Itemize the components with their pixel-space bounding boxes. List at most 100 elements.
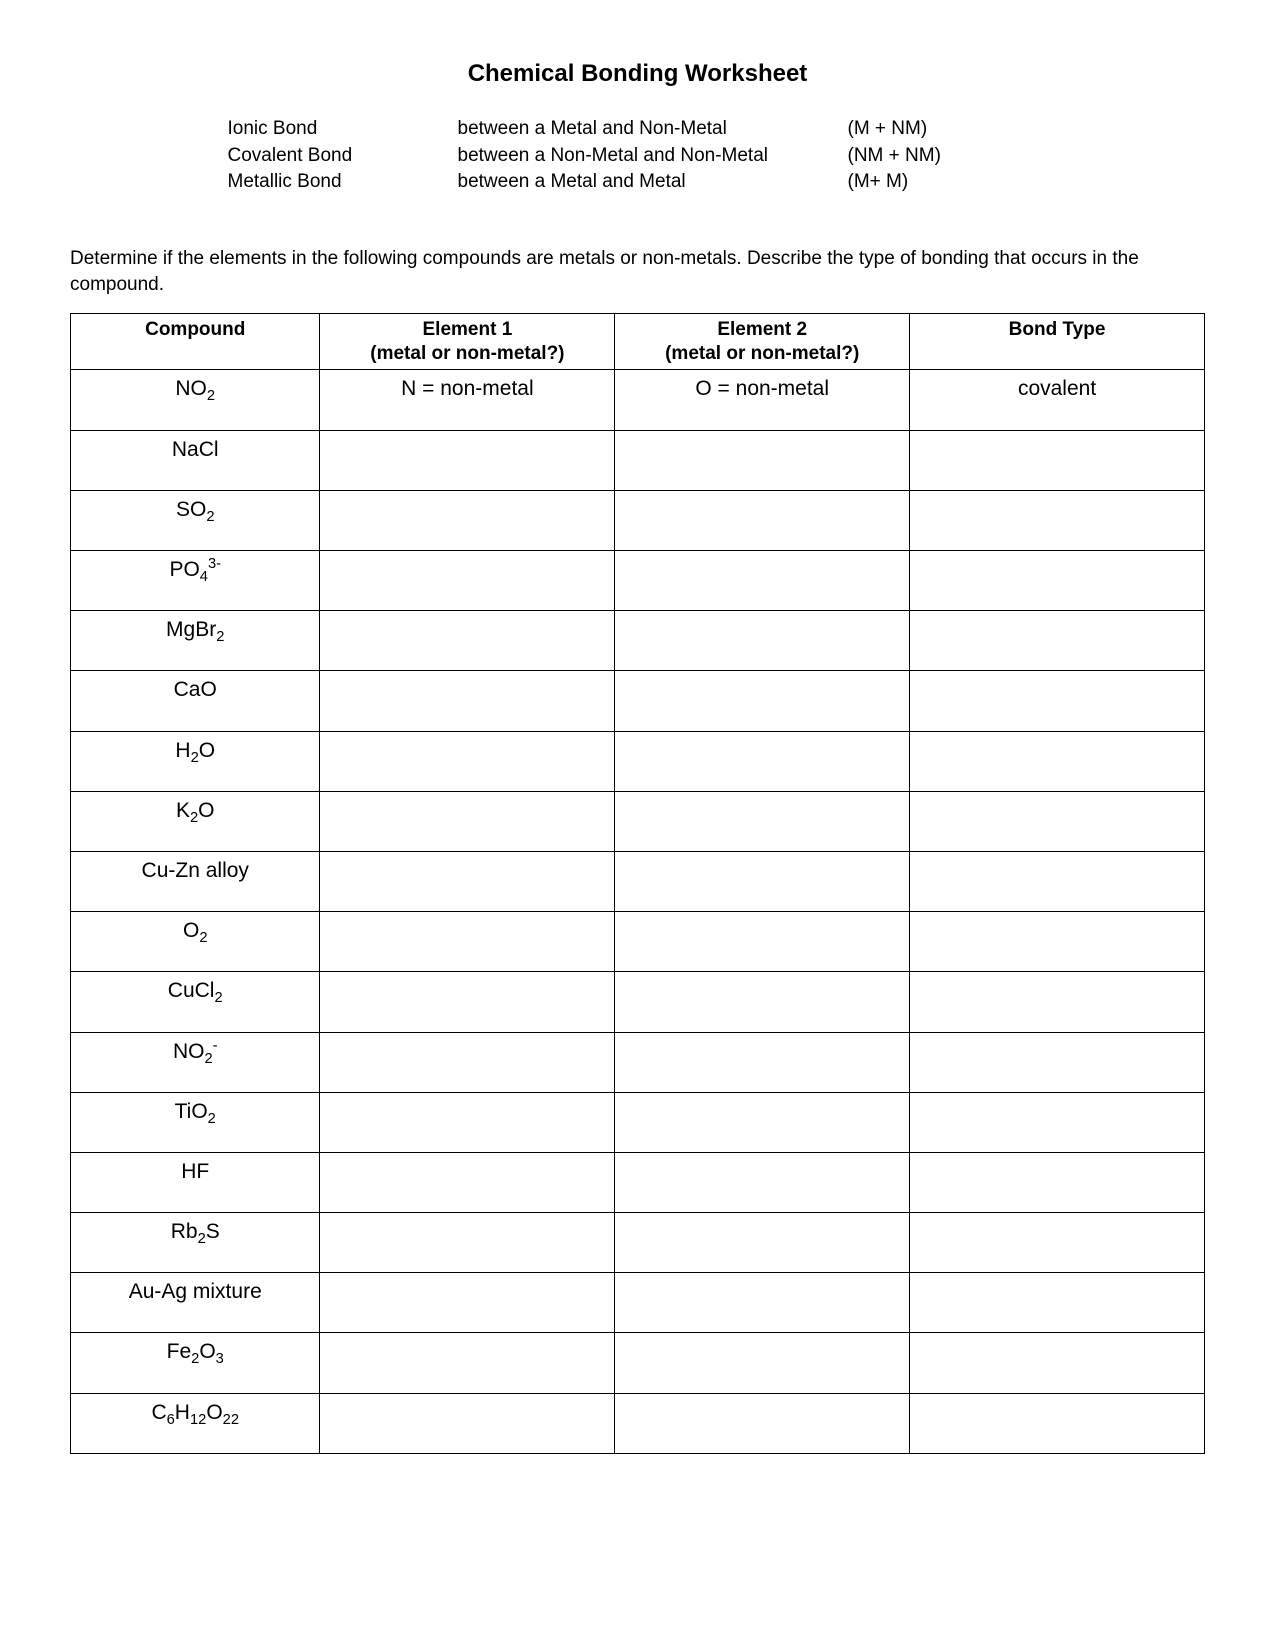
bond-legend: Ionic Bond between a Metal and Non-Metal… <box>228 116 1048 196</box>
table-row: CuCl2 <box>71 972 1205 1032</box>
compound-cell: O2 <box>71 912 320 972</box>
table-row: Au-Ag mixture <box>71 1273 1205 1333</box>
legend-desc: between a Metal and Metal <box>458 169 848 196</box>
element2-cell <box>615 1152 910 1212</box>
legend-short: (M + NM) <box>848 116 1008 143</box>
bondtype-cell <box>910 1393 1205 1453</box>
legend-desc: between a Non-Metal and Non-Metal <box>458 143 848 170</box>
bondtype-cell <box>910 430 1205 490</box>
legend-type: Metallic Bond <box>228 169 458 196</box>
compound-cell: Au-Ag mixture <box>71 1273 320 1333</box>
compound-cell: NO2- <box>71 1032 320 1092</box>
element1-cell <box>320 671 615 731</box>
table-header-row: Compound Element 1 (metal or non-metal?)… <box>71 313 1205 370</box>
bondtype-cell <box>910 972 1205 1032</box>
instructions-text: Determine if the elements in the followi… <box>70 246 1205 299</box>
table-row: HF <box>71 1152 1205 1212</box>
table-row: Cu-Zn alloy <box>71 851 1205 911</box>
table-row: Rb2S <box>71 1213 1205 1273</box>
element2-cell <box>615 1393 910 1453</box>
bondtype-cell <box>910 611 1205 671</box>
element2-cell <box>615 972 910 1032</box>
table-row: TiO2 <box>71 1092 1205 1152</box>
compound-cell: H2O <box>71 731 320 791</box>
bondtype-cell: covalent <box>910 370 1205 430</box>
bondtype-cell <box>910 551 1205 611</box>
element1-cell <box>320 1092 615 1152</box>
compound-cell: PO43- <box>71 551 320 611</box>
element1-cell <box>320 1333 615 1393</box>
element1-cell <box>320 851 615 911</box>
worksheet-page: Chemical Bonding Worksheet Ionic Bond be… <box>0 0 1275 1650</box>
compound-cell: NO2 <box>71 370 320 430</box>
compound-cell: SO2 <box>71 490 320 550</box>
element2-cell <box>615 430 910 490</box>
table-row: NaCl <box>71 430 1205 490</box>
header-compound: Compound <box>71 313 320 370</box>
element2-cell <box>615 1092 910 1152</box>
legend-row: Metallic Bond between a Metal and Metal … <box>228 169 1048 196</box>
element1-cell: N = non-metal <box>320 370 615 430</box>
legend-row: Covalent Bond between a Non-Metal and No… <box>228 143 1048 170</box>
compound-cell: Cu-Zn alloy <box>71 851 320 911</box>
element2-cell <box>615 791 910 851</box>
bondtype-cell <box>910 731 1205 791</box>
bondtype-cell <box>910 851 1205 911</box>
compound-cell: C6H12O22 <box>71 1393 320 1453</box>
bondtype-cell <box>910 1152 1205 1212</box>
bondtype-cell <box>910 490 1205 550</box>
element2-cell <box>615 671 910 731</box>
header-element1: Element 1 (metal or non-metal?) <box>320 313 615 370</box>
header-element2-line2: (metal or non-metal?) <box>665 343 859 364</box>
table-row: NO2N = non-metalO = non-metalcovalent <box>71 370 1205 430</box>
legend-short: (NM + NM) <box>848 143 1008 170</box>
element1-cell <box>320 1152 615 1212</box>
bondtype-cell <box>910 1092 1205 1152</box>
legend-type: Ionic Bond <box>228 116 458 143</box>
compound-cell: Fe2O3 <box>71 1333 320 1393</box>
compound-cell: NaCl <box>71 430 320 490</box>
compound-cell: Rb2S <box>71 1213 320 1273</box>
bondtype-cell <box>910 1213 1205 1273</box>
compound-cell: MgBr2 <box>71 611 320 671</box>
element1-cell <box>320 912 615 972</box>
table-row: O2 <box>71 912 1205 972</box>
page-title: Chemical Bonding Worksheet <box>70 60 1205 88</box>
table-row: K2O <box>71 791 1205 851</box>
element2-cell <box>615 1213 910 1273</box>
table-row: SO2 <box>71 490 1205 550</box>
compound-cell: TiO2 <box>71 1092 320 1152</box>
element1-cell <box>320 490 615 550</box>
table-row: MgBr2 <box>71 611 1205 671</box>
element1-cell <box>320 731 615 791</box>
table-row: NO2- <box>71 1032 1205 1092</box>
bondtype-cell <box>910 912 1205 972</box>
element2-cell <box>615 1032 910 1092</box>
element2-cell <box>615 551 910 611</box>
legend-row: Ionic Bond between a Metal and Non-Metal… <box>228 116 1048 143</box>
table-body: NO2N = non-metalO = non-metalcovalentNaC… <box>71 370 1205 1453</box>
table-row: PO43- <box>71 551 1205 611</box>
element1-cell <box>320 551 615 611</box>
legend-desc: between a Metal and Non-Metal <box>458 116 848 143</box>
table-row: H2O <box>71 731 1205 791</box>
header-element1-line1: Element 1 <box>423 319 513 340</box>
element1-cell <box>320 611 615 671</box>
header-bondtype: Bond Type <box>910 313 1205 370</box>
worksheet-table: Compound Element 1 (metal or non-metal?)… <box>70 313 1205 1454</box>
element1-cell <box>320 1213 615 1273</box>
table-row: Fe2O3 <box>71 1333 1205 1393</box>
table-row: CaO <box>71 671 1205 731</box>
element1-cell <box>320 972 615 1032</box>
legend-short: (M+ M) <box>848 169 1008 196</box>
element1-cell <box>320 430 615 490</box>
element1-cell <box>320 791 615 851</box>
bondtype-cell <box>910 1273 1205 1333</box>
element2-cell: O = non-metal <box>615 370 910 430</box>
element2-cell <box>615 851 910 911</box>
bondtype-cell <box>910 1032 1205 1092</box>
compound-cell: HF <box>71 1152 320 1212</box>
element2-cell <box>615 611 910 671</box>
element2-cell <box>615 912 910 972</box>
element1-cell <box>320 1393 615 1453</box>
